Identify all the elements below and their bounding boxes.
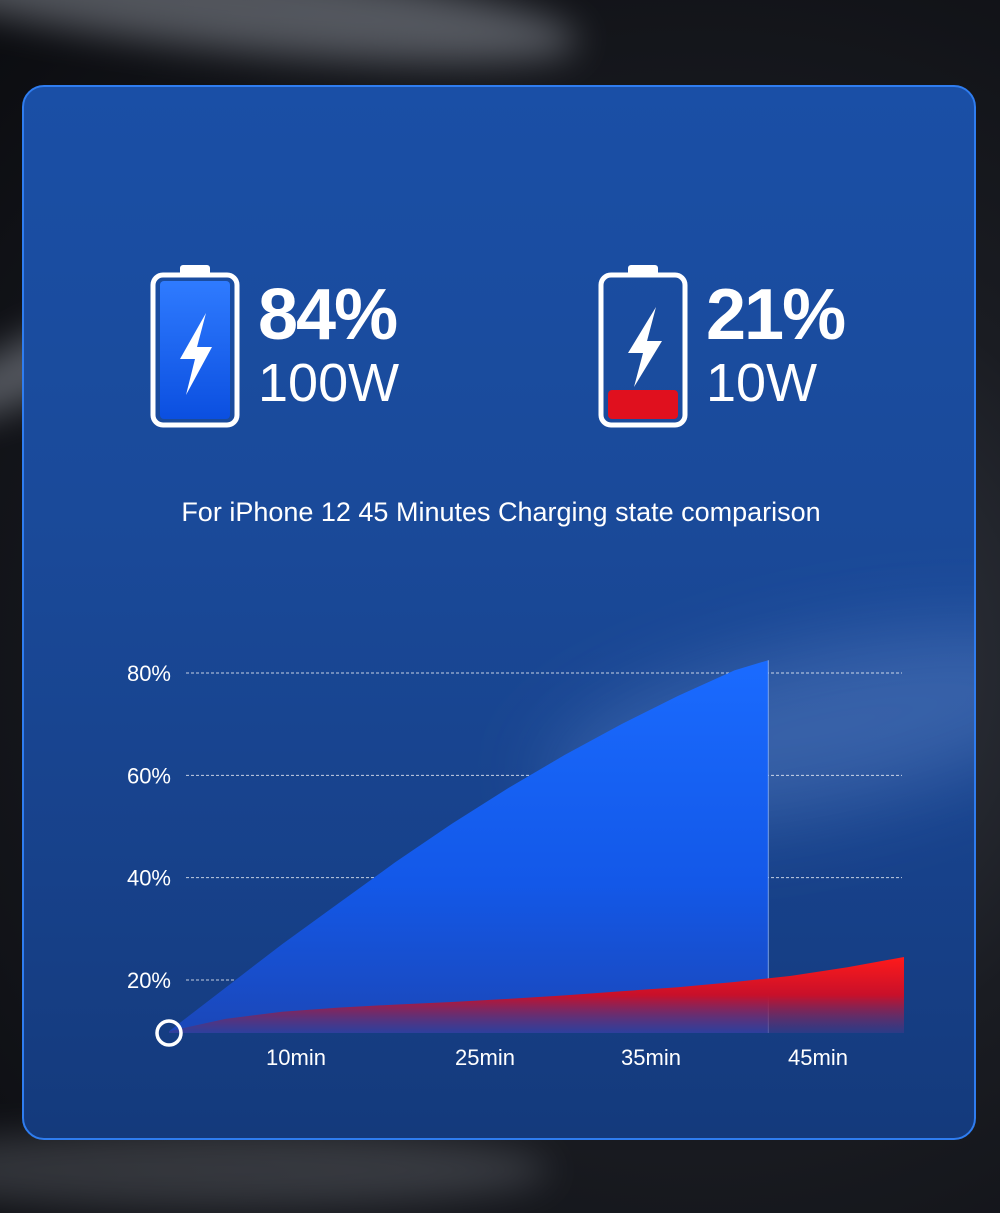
battery-icon [598, 265, 688, 428]
y-tick-label: 80% [127, 661, 171, 686]
x-tick-label: 25min [455, 1045, 515, 1070]
x-tick-label: 10min [266, 1045, 326, 1070]
y-tick-label: 60% [127, 763, 171, 788]
background-streak [0, 1130, 550, 1210]
lightning-bolt-icon [180, 313, 212, 395]
x-tick-label: 45min [788, 1045, 848, 1070]
slow-percent: 21% [706, 275, 846, 356]
fast-charge-summary: 84% 100W [150, 263, 399, 428]
slow-battery-level [608, 390, 678, 419]
chart-origin-marker [155, 1019, 183, 1047]
slow-charge-summary: 21% 10W [598, 263, 846, 428]
lightning-bolt-icon [628, 307, 662, 387]
x-tick-label: 35min [621, 1045, 681, 1070]
y-tick-label: 40% [127, 866, 171, 891]
fast-percent: 84% [258, 275, 398, 356]
y-tick-label: 20% [127, 968, 171, 993]
slow-charge-area [169, 957, 904, 1033]
charging-area-chart: 80% 60% 40% 20% 10min 25min 35min 45min [127, 660, 904, 1070]
battery-icon [150, 265, 240, 428]
fast-power: 100W [258, 353, 400, 414]
background-streak [0, 0, 583, 87]
comparison-panel: 84% 100W 21% 10W For iPhone 12 45 Minute… [22, 85, 976, 1140]
fast-charge-area [169, 660, 769, 1033]
slow-power: 10W [706, 353, 818, 414]
chart-subtitle: For iPhone 12 45 Minutes Charging state … [181, 497, 821, 527]
